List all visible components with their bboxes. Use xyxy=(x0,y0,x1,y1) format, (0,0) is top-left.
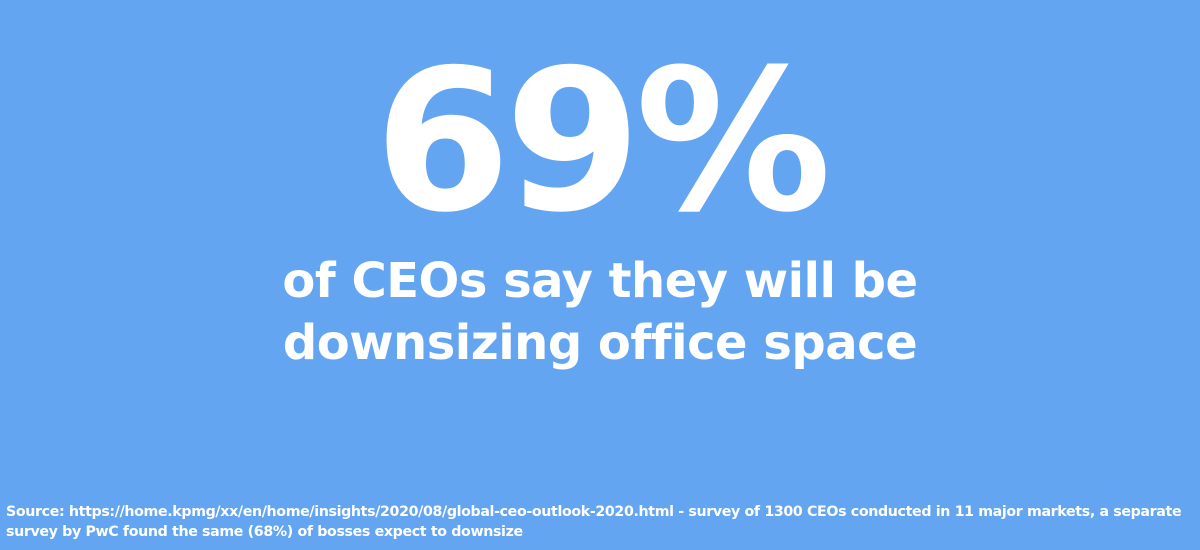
source-note-line-2: survey by PwC found the same (68%) of bo… xyxy=(6,524,523,540)
source-note: Source: https://home.kpmg/xx/en/home/ins… xyxy=(6,502,1196,542)
big-stat-value: 69% xyxy=(374,28,831,256)
source-note-line-1: Source: https://home.kpmg/xx/en/home/ins… xyxy=(6,504,1182,520)
stat-headline: of CEOs say they will be downsizing offi… xyxy=(0,250,1200,374)
stat-headline-line-1: of CEOs say they will be xyxy=(282,253,918,309)
stat-headline-line-2: downsizing office space xyxy=(282,315,918,371)
